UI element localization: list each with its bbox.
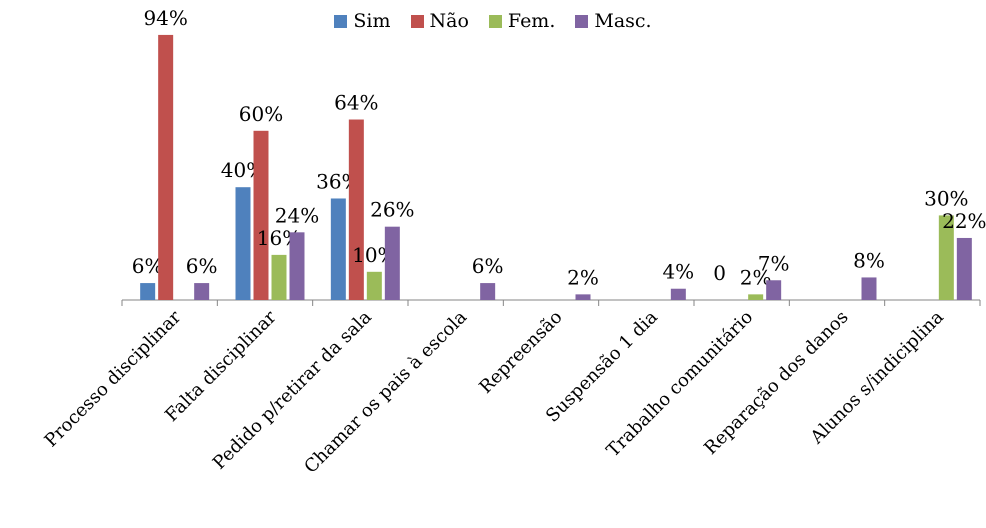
bar-fem [271, 254, 287, 300]
bar-no [348, 119, 364, 301]
data-label: 8% [853, 248, 885, 272]
data-label: 4% [662, 260, 694, 284]
data-label: 6% [186, 254, 218, 278]
bar-masc [670, 288, 686, 300]
bar-masc [384, 226, 400, 300]
data-label: 7% [758, 251, 790, 275]
bar-no [158, 34, 174, 301]
legend-label: Não [429, 10, 469, 32]
legend-item: Sim [334, 10, 391, 32]
data-label: 26% [370, 198, 414, 222]
x-tick-label: Repreensão [475, 307, 566, 398]
legend-label: Masc. [594, 10, 652, 32]
data-label: 60% [239, 102, 283, 126]
legend-swatch [410, 14, 424, 28]
legend-item: Masc. [575, 10, 652, 32]
data-label: 6% [472, 254, 504, 278]
data-label: 64% [334, 91, 378, 115]
x-tick-label: Processo disciplinar [40, 306, 185, 451]
bar-masc [861, 277, 877, 300]
bar-no [253, 130, 269, 300]
data-label: 22% [942, 209, 986, 233]
bar-masc [289, 232, 305, 300]
chart-legend: Sim Não Fem. Masc. [0, 10, 986, 32]
x-tick-label: Chamar os pais à escola [300, 307, 471, 478]
data-label: 30% [924, 186, 968, 210]
legend-swatch [334, 14, 348, 28]
legend-swatch [488, 14, 502, 28]
data-label: 94% [143, 6, 187, 30]
bar-sim [330, 198, 346, 300]
bar-sim [235, 187, 251, 300]
data-label: 2% [567, 265, 599, 289]
bar-fem [938, 215, 954, 300]
legend-label: Fem. [507, 10, 556, 32]
bar-masc [766, 280, 782, 300]
bar-fem [748, 294, 764, 300]
bar-masc [956, 237, 972, 300]
data-label: 0 [713, 261, 726, 285]
legend-item: Fem. [488, 10, 556, 32]
bar-sim [140, 283, 156, 300]
bar-fem [366, 271, 382, 300]
bar-masc [575, 294, 591, 300]
x-tick-label: Pedido p/retirar da sala [209, 307, 376, 474]
bar-masc [194, 283, 210, 300]
legend-label: Sim [353, 10, 391, 32]
data-label: 24% [275, 203, 319, 227]
legend-swatch [575, 14, 589, 28]
bar-masc [480, 283, 496, 300]
legend-item: Não [410, 10, 469, 32]
